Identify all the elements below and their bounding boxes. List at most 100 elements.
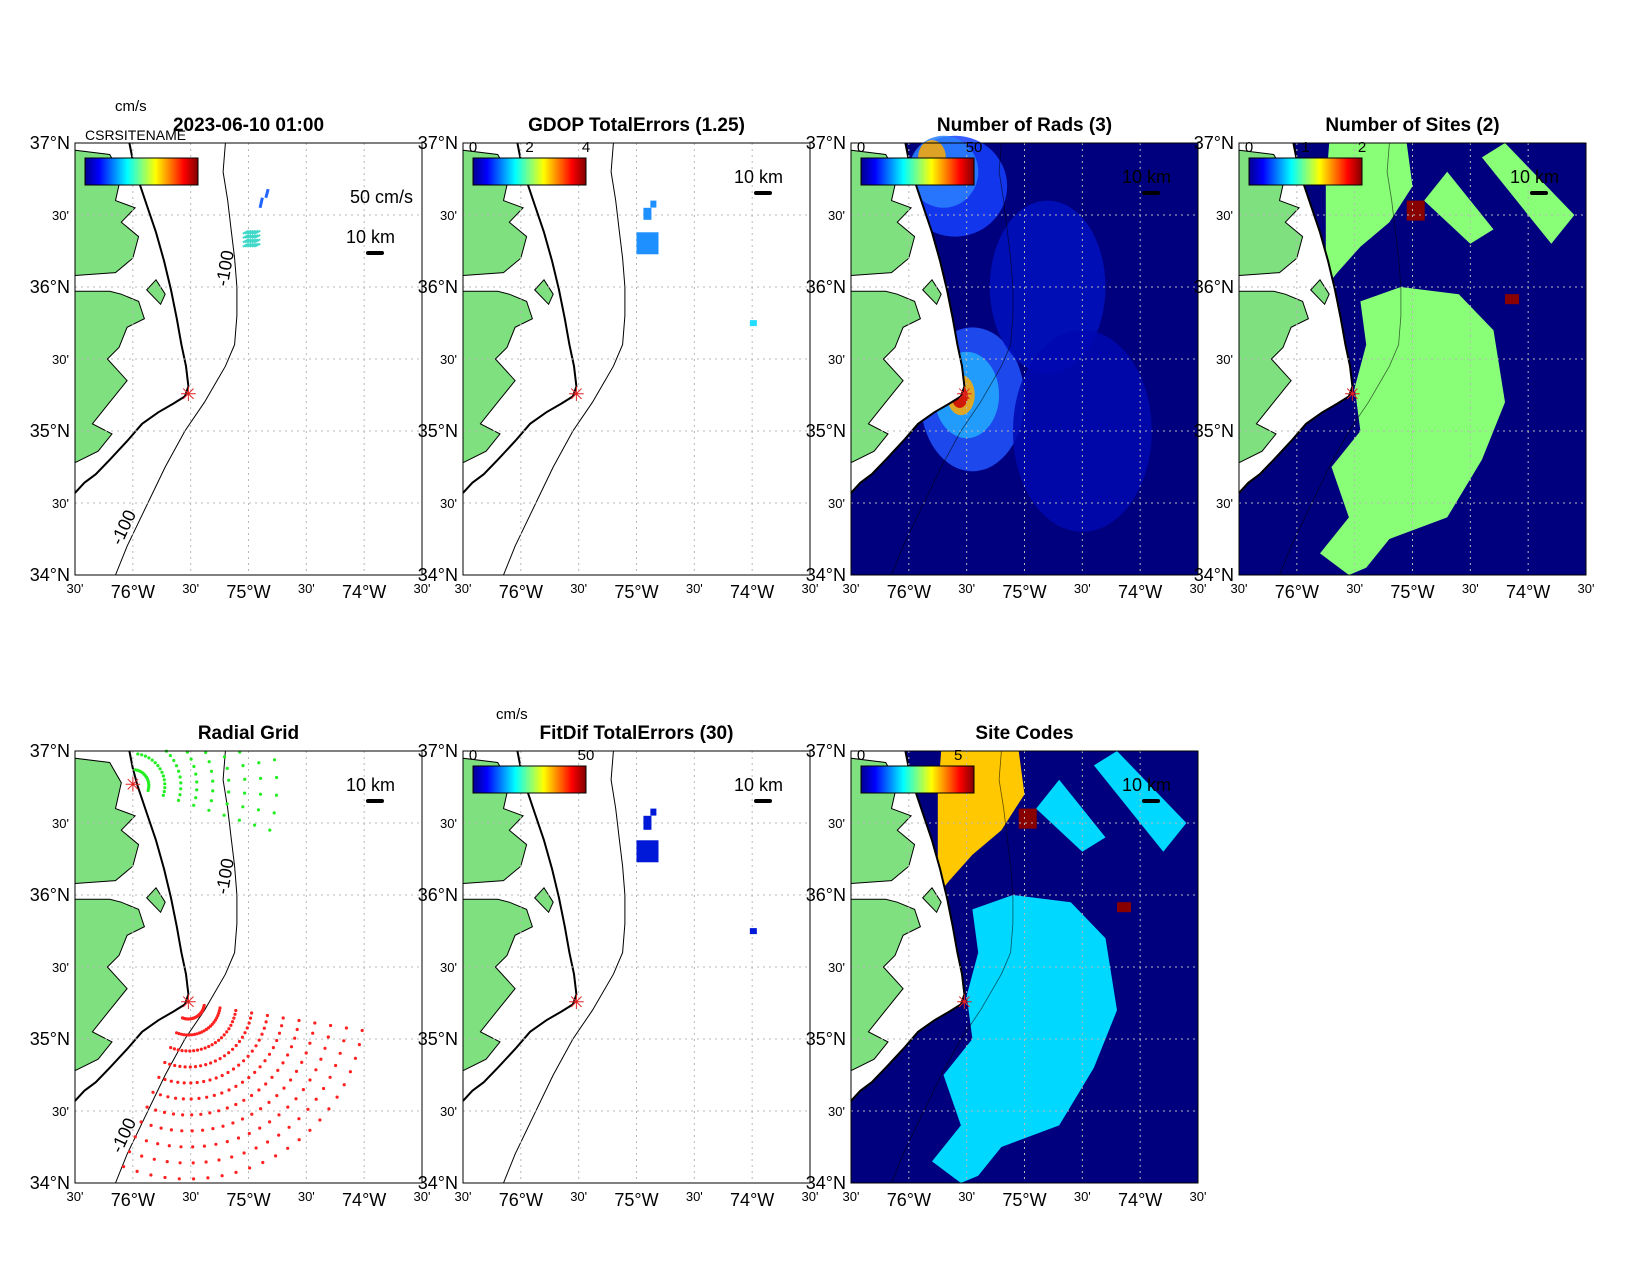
vector-scale-label: 50 cm/s [350, 187, 413, 207]
radial-grid-point [222, 1054, 227, 1058]
lon-minor-label: 30' [1190, 1189, 1207, 1204]
lon-minor-label: 30' [570, 581, 587, 596]
radial-grid-point [212, 1093, 216, 1097]
coastline [850, 142, 966, 494]
colorbar-tick-label: 0 [469, 747, 477, 764]
radial-grid-point [189, 1081, 193, 1085]
radial-grid-point [344, 1026, 348, 1030]
radial-grid-point [209, 1061, 213, 1065]
radial-grid-point [180, 1032, 184, 1036]
radial-grid-point [218, 1057, 222, 1061]
colorbar-unit: cm/s [115, 98, 147, 115]
radial-grid-point [257, 761, 261, 765]
site-marker-icon: ✳ [956, 384, 973, 406]
radial-grid-point [242, 1151, 246, 1155]
lon-tick-label: 75°W [226, 582, 270, 602]
current-vector [249, 229, 257, 235]
lon-tick-label: 76°W [1275, 582, 1319, 602]
radial-grid-point [233, 1012, 237, 1016]
panel-title: Site Codes [975, 723, 1073, 744]
radial-grid-point [202, 1079, 206, 1084]
lon-tick-label: 75°W [226, 1190, 270, 1210]
colorbar [84, 157, 199, 186]
lon-tick-label: 74°W [342, 582, 386, 602]
lon-minor-label: 30' [1190, 581, 1207, 596]
radial-grid-point [227, 1088, 231, 1092]
radial-grid-point [211, 1127, 215, 1131]
radial-grid-point [189, 757, 193, 761]
lat-tick-label: 36°N [806, 885, 846, 905]
site-name-overlay: CSRSITENAME [85, 127, 186, 143]
radial-grid-point [225, 1030, 229, 1034]
radial-grid-point [177, 1177, 181, 1181]
radial-grid-point [195, 1080, 199, 1085]
radial-grid-point [334, 1063, 338, 1068]
radial-grid-point [297, 1138, 301, 1142]
radial-grid-point [229, 1023, 233, 1027]
radial-grid-point [338, 1051, 342, 1055]
lon-minor-label: 30' [1231, 581, 1248, 596]
radial-grid-point [243, 791, 247, 795]
coastline [74, 750, 190, 1102]
current-vector [244, 242, 252, 248]
radial-grid-point [178, 793, 182, 797]
current-vector [249, 234, 257, 239]
radial-grid-point [277, 1031, 282, 1035]
lat-tick-label: 35°N [30, 1029, 70, 1049]
radial-grid-point [294, 1097, 298, 1101]
radial-grid-point [227, 1051, 231, 1055]
current-vector [253, 229, 261, 235]
radial-grid-point [253, 823, 257, 827]
current-vector [253, 238, 261, 244]
scale-bar-label: 10 km [1122, 167, 1171, 187]
island [534, 278, 554, 306]
radial-grid-point [266, 1140, 270, 1144]
radial-grid-point [236, 1136, 241, 1140]
radial-grid-point [243, 777, 247, 781]
radial-grid-point [326, 1035, 330, 1039]
radial-grid-point [176, 798, 181, 802]
radial-grid-point [192, 803, 196, 807]
contour-label: -100 [107, 507, 140, 548]
depth-contour [115, 750, 238, 1184]
error-cell [749, 928, 757, 935]
panel-gdop: ✳✳10 km02437°N36°N35°N34°N30'30'30'76°W7… [418, 115, 819, 602]
radial-grid-point [261, 1160, 265, 1165]
radial-grid-point [308, 1128, 312, 1132]
error-cell [636, 232, 659, 255]
radial-grid-point [274, 1154, 278, 1158]
axes-frame [74, 750, 423, 1184]
colorbar-tick-label: 0 [1245, 139, 1253, 156]
lon-tick-label: 76°W [887, 582, 931, 602]
lat-tick-label: 36°N [30, 277, 70, 297]
lon-minor-label: 30' [1346, 581, 1363, 596]
radial-grid-point [127, 1150, 132, 1154]
lat-minor-label: 30' [52, 960, 69, 975]
panel-title: FitDif TotalErrors (30) [540, 723, 734, 744]
radial-grid-point [323, 1046, 327, 1050]
radial-grid-point [144, 1139, 148, 1143]
lon-tick-label: 75°W [614, 582, 658, 602]
radial-grid-point [191, 1145, 195, 1149]
radial-grid-point [319, 1057, 323, 1061]
island [922, 278, 942, 306]
contour-label: -100 [212, 857, 238, 896]
radial-grid-point [146, 788, 150, 793]
radial-grid-point [227, 1027, 231, 1031]
lon-minor-label: 30' [843, 581, 860, 596]
radial-grid-point [184, 1049, 188, 1053]
radial-grid-point [313, 1021, 317, 1025]
current-vector [249, 238, 257, 244]
lon-minor-label: 30' [843, 1189, 860, 1204]
coverage-band [1093, 751, 1187, 852]
current-vector [246, 229, 254, 235]
radial-grid-point [275, 1094, 279, 1098]
island [146, 278, 166, 306]
radial-grid-point [253, 1070, 257, 1074]
lon-tick-label: 74°W [730, 1190, 774, 1210]
lat-minor-label: 30' [440, 496, 457, 511]
radial-grid-point [204, 1160, 208, 1164]
radial-grid-point [149, 1123, 153, 1127]
radial-grid-point [199, 1047, 203, 1051]
